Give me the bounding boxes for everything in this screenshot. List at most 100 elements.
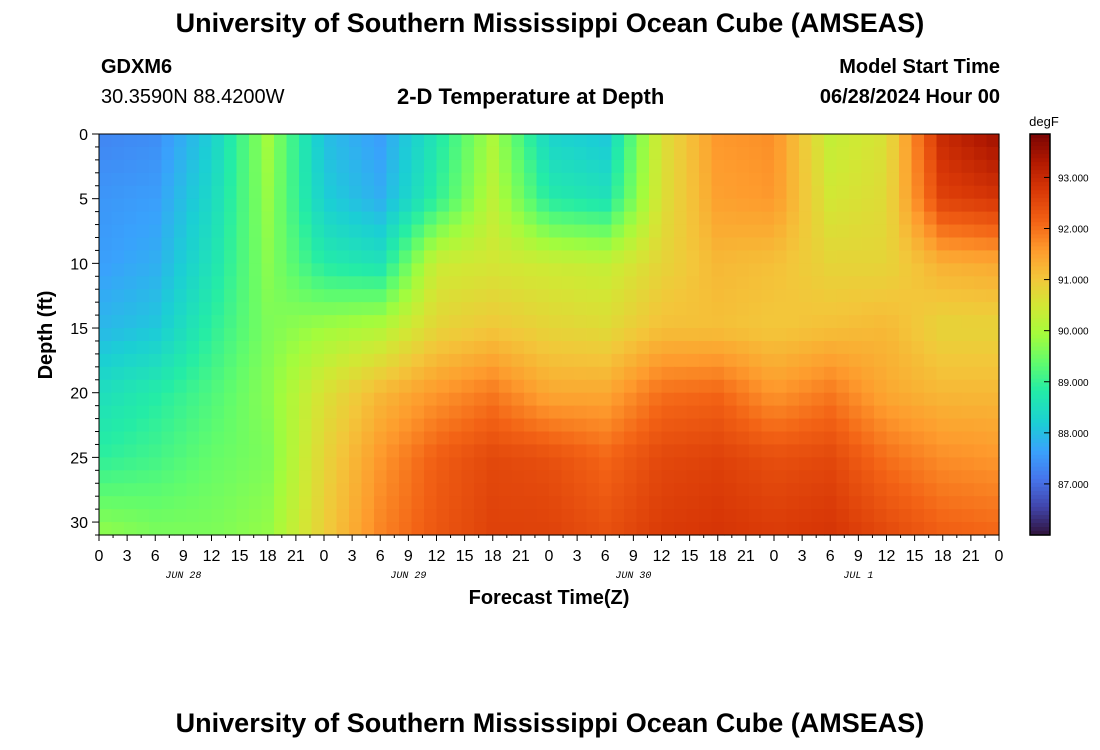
heatmap-cell [386,263,400,277]
heatmap-cell [874,431,888,446]
heatmap-cell [124,302,138,316]
heatmap-cell [261,211,275,226]
heatmap-cell [836,134,850,148]
heatmap-cell [274,237,288,252]
heatmap-cell [549,418,563,433]
heatmap-cell [411,496,425,510]
colorbar-segment [1030,458,1050,464]
heatmap-cell [411,198,425,213]
heatmap-cell [386,457,400,471]
heatmap-cell [624,146,638,161]
heatmap-cell [974,289,988,303]
heatmap-cell [436,353,450,368]
heatmap-cell [399,418,413,433]
heatmap-cell [549,263,563,277]
colorbar-segment [1030,518,1050,524]
heatmap-cell [524,509,538,523]
heatmap-cell [261,224,275,239]
heatmap-cell [161,263,175,277]
heatmap-cell [361,496,375,510]
heatmap-cell [224,224,238,239]
heatmap-cell [886,198,900,213]
colorbar-segment [1030,422,1050,428]
heatmap-cell [761,315,775,329]
heatmap-cell [624,211,638,226]
heatmap-cell [911,224,925,239]
heatmap-cell [811,302,825,316]
heatmap-cell [661,198,675,213]
heatmap-cell [549,483,563,497]
heatmap-cell [149,185,163,200]
heatmap-cell [824,302,838,316]
heatmap-cell [136,224,150,239]
colorbar-segment [1030,342,1050,348]
heatmap-cell [749,263,763,277]
heatmap-cell [261,302,275,316]
heatmap-cell [749,392,763,407]
heatmap-cell [324,444,338,458]
heatmap-cell [399,224,413,239]
heatmap-cell [949,340,963,355]
heatmap-cell [686,198,700,213]
heatmap-cell [586,522,600,536]
heatmap-cell [511,379,525,394]
heatmap-cell [511,431,525,446]
heatmap-cell [649,211,663,226]
heatmap-cell [986,328,1000,342]
heatmap-cell [711,276,725,290]
x-tick-label: 9 [854,548,863,565]
heatmap-cell [549,237,563,252]
heatmap-cell [211,172,225,187]
heatmap-cell [111,496,125,510]
heatmap-cell [611,328,625,342]
heatmap-cell [874,146,888,161]
heatmap-cell [636,134,650,148]
heatmap-cell [199,211,213,226]
heatmap-cell [311,263,325,277]
heatmap-cell [824,379,838,394]
heatmap-cell [724,328,738,342]
heatmap-cell [486,211,500,226]
heatmap-cell [124,353,138,368]
heatmap-cell [174,418,188,433]
heatmap-cell [711,263,725,277]
heatmap-cell [824,250,838,264]
heatmap-cell [224,496,238,510]
heatmap-cell [349,405,363,420]
heatmap-cell [224,418,238,433]
heatmap-cell [249,379,263,394]
heatmap-cell [524,328,538,342]
heatmap-cell [261,237,275,252]
heatmap-cell [761,392,775,407]
heatmap-cell [199,444,213,458]
heatmap-cell [236,211,250,226]
heatmap-cell [424,405,438,420]
heatmap-cell [874,392,888,407]
heatmap-cell [549,302,563,316]
heatmap-cell [699,159,713,174]
heatmap-cell [324,250,338,264]
heatmap-cell [599,185,613,200]
heatmap-cell [386,250,400,264]
heatmap-cell [649,509,663,523]
heatmap-cell [586,263,600,277]
heatmap-cell [299,134,313,148]
heatmap-cell [486,315,500,329]
heatmap-cell [424,315,438,329]
heatmap-cell [836,172,850,187]
heatmap-cell [261,522,275,536]
heatmap-cell [386,483,400,497]
heatmap-cell [974,431,988,446]
colorbar-segment [1030,214,1050,219]
heatmap-cell [686,509,700,523]
heatmap-cell [386,224,400,239]
heatmap-cell [586,146,600,161]
heatmap-cell [986,470,1000,484]
heatmap-cell [786,340,800,355]
heatmap-cell [536,263,550,277]
heatmap-cell [836,366,850,381]
heatmap-cell [536,146,550,161]
heatmap-cell [561,250,575,264]
heatmap-cell [886,470,900,484]
heatmap-cell [124,211,138,226]
